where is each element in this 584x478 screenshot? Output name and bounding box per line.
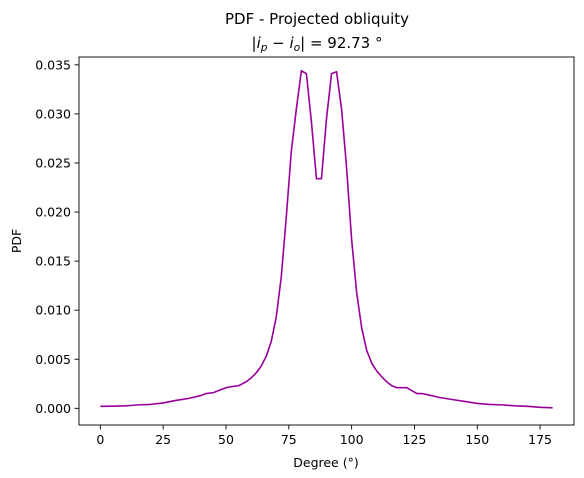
x-tick-label: 175	[528, 432, 552, 447]
x-tick-label: 50	[218, 432, 234, 447]
subtitle-symbol-ip: i	[257, 34, 262, 52]
y-tick-label: 0.035	[35, 57, 71, 72]
x-tick-label: 150	[465, 432, 489, 447]
y-tick-label: 0.005	[35, 352, 71, 367]
subtitle-symbol-io: i	[290, 34, 295, 52]
x-tick-label: 0	[96, 432, 104, 447]
subtitle-minus: −	[267, 34, 289, 52]
plot-area: 0 25 50 75 100 125 150 175 0.000 0.005 0.010 0.015 0…	[35, 56, 575, 447]
x-tick-label: 100	[340, 432, 364, 447]
x-axis-label: Degree (°)	[293, 455, 358, 470]
y-tick-label: 0.020	[35, 205, 71, 220]
subtitle-sub-p: p	[260, 42, 268, 54]
y-tick-label: 0.010	[35, 303, 71, 318]
chart-subtitle: |ip − io| = 92.73 °	[252, 34, 383, 54]
y-tick-label: 0.030	[35, 106, 71, 121]
y-tick-label: 0.015	[35, 254, 71, 269]
plot-frame	[78, 56, 575, 426]
y-axis-label: PDF	[9, 229, 24, 253]
chart-title-line: PDF - Projected obliquity	[225, 10, 409, 28]
subtitle-sub-o: o	[294, 42, 300, 54]
subtitle-open: |	[252, 34, 257, 52]
chart-title: PDF - Projected obliquity |ip − io| = 92…	[225, 10, 409, 54]
subtitle-close: | = 92.73 °	[300, 34, 382, 52]
y-tick-label: 0.000	[35, 401, 71, 416]
x-tick-label: 25	[155, 432, 171, 447]
y-tick-label: 0.025	[35, 155, 71, 170]
x-tick-label: 75	[281, 432, 297, 447]
x-tick-label: 125	[403, 432, 427, 447]
series-line-0	[100, 69, 553, 409]
